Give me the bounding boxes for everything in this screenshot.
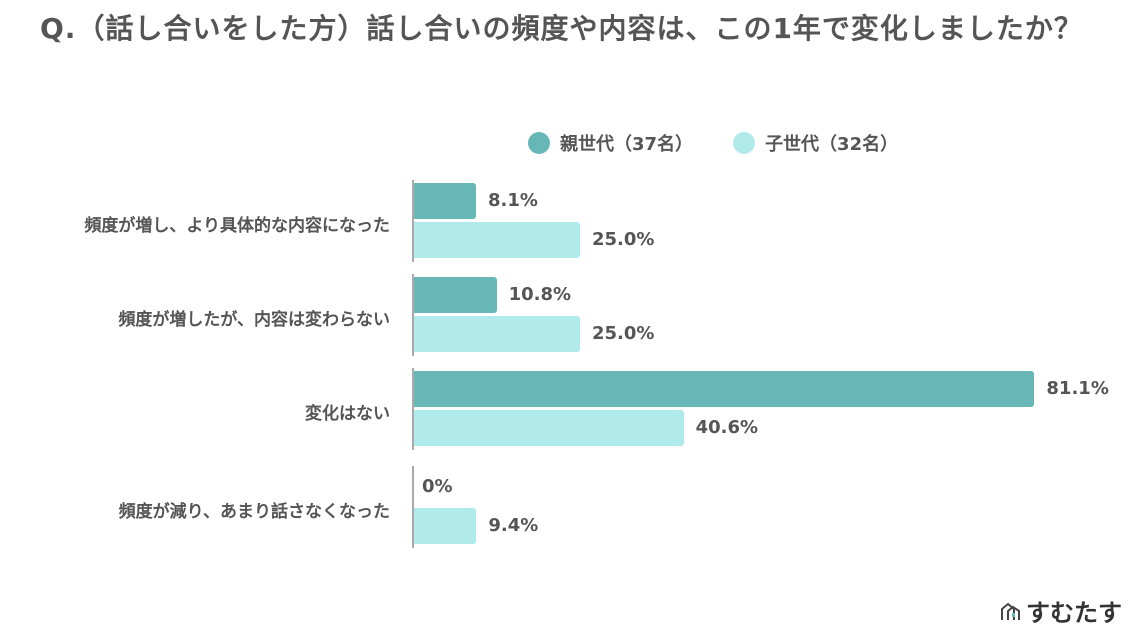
data-label: 9.4% bbox=[488, 515, 539, 536]
bar-parent bbox=[414, 371, 1035, 407]
legend-swatch-child bbox=[733, 132, 756, 154]
axis-line bbox=[412, 274, 414, 356]
legend: 親世代（37名） 子世代（32名） bbox=[528, 130, 938, 156]
data-label: 25.0% bbox=[592, 323, 655, 344]
bar-child bbox=[414, 508, 477, 544]
bar-child bbox=[414, 222, 580, 258]
axis-line bbox=[412, 368, 414, 450]
logo: すむたす bbox=[1000, 593, 1122, 628]
house-logo-icon bbox=[1001, 602, 1020, 620]
legend-label-parent: 親世代（37名） bbox=[560, 134, 694, 155]
category-label: 頻度が増したが、内容は変わらない bbox=[118, 310, 390, 330]
data-label: 81.1% bbox=[1046, 378, 1109, 399]
data-label: 25.0% bbox=[592, 229, 655, 250]
legend-item-child: 子世代（32名） bbox=[733, 130, 898, 156]
bar-parent bbox=[414, 277, 497, 313]
logo-text: すむたす bbox=[1026, 599, 1122, 627]
bar-parent bbox=[414, 183, 476, 219]
category-label: 頻度が減り、あまり話さなくなった bbox=[118, 502, 390, 522]
bar-child bbox=[414, 316, 580, 352]
data-label: 8.1% bbox=[487, 190, 538, 211]
data-label: 40.6% bbox=[695, 417, 759, 438]
axis-line bbox=[412, 180, 414, 262]
legend-label-child: 子世代（32名） bbox=[765, 134, 899, 155]
legend-swatch-parent bbox=[528, 132, 550, 154]
data-label: 0% bbox=[422, 476, 453, 497]
bar-child bbox=[414, 410, 684, 446]
legend-item-parent: 親世代（37名） bbox=[528, 130, 693, 156]
axis-line bbox=[412, 466, 414, 548]
category-label: 頻度が増し、より具体的な内容になった bbox=[84, 216, 390, 236]
chart-title: Q.（話し合いをした方）話し合いの頻度や内容は、この1年で変化しましたか？ bbox=[40, 12, 1083, 45]
data-label: 10.8% bbox=[508, 284, 572, 305]
category-label: 変化はない bbox=[305, 404, 390, 424]
